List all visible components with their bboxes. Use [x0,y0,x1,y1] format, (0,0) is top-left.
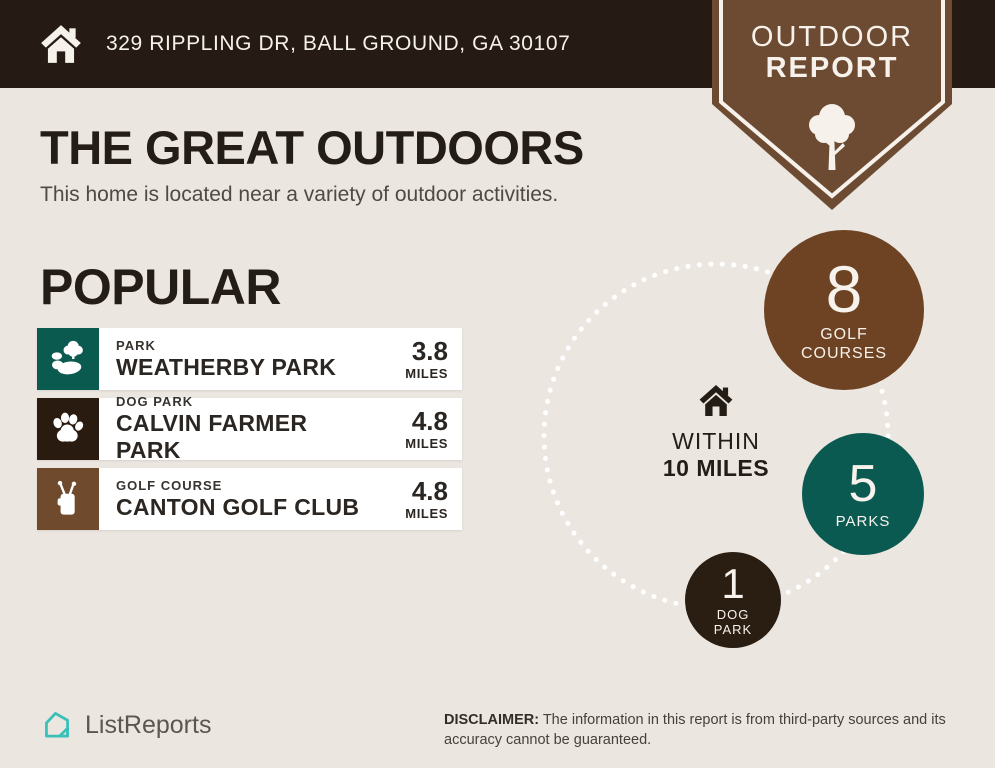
item-category: PARK [116,337,156,353]
list-item: GOLF COURSE CANTON GOLF CLUB 4.8 MILES [37,468,462,530]
stat-label: GOLF COURSES [800,326,888,362]
list-item-text: PARK WEATHERBY PARK [99,328,378,390]
stat-dog-park: 1 DOG PARK [685,552,781,648]
stat-parks: 5 PARKS [802,433,924,555]
popular-heading: POPULAR [40,259,281,315]
stat-golf-courses: 8 GOLF COURSES [764,230,924,390]
brand-name: ListReports [85,710,212,739]
page-subtitle: This home is located near a variety of o… [40,183,559,206]
disclaimer-label: DISCLAIMER: [444,712,540,728]
listreports-logo-icon [45,712,69,738]
distance-value: 4.8 [411,475,448,506]
item-name: CANTON GOLF CLUB [116,493,360,520]
radius-value: 10 MILES [662,455,770,481]
disclaimer-text: The information in this report is from t… [444,712,946,748]
stat-label: PARKS [835,512,891,530]
paw-icon [37,398,99,460]
distance-value: 4.8 [411,405,448,436]
list-item: DOG PARK CALVIN FARMER PARK 4.8 MILES [37,394,462,463]
item-name: CALVIN FARMER PARK [116,410,308,463]
stat-count: 8 [825,252,863,327]
item-category: GOLF COURSE [116,477,223,493]
list-item-text: DOG PARK CALVIN FARMER PARK [99,394,378,463]
distance-unit: MILES [405,365,448,381]
item-category: DOG PARK [116,394,194,409]
distance-unit: MILES [405,505,448,521]
item-distance: 3.8 MILES [378,328,462,390]
stat-label: DOG PARK [713,606,753,637]
item-distance: 4.8 MILES [378,468,462,530]
page-title: THE GREAT OUTDOORS [40,121,584,174]
home-icon [699,384,733,417]
stat-count: 1 [721,559,745,607]
ribbon-title: OUTDOOR REPORT [712,22,952,83]
tree-icon [809,104,855,170]
within-label: WITHIN [672,428,760,454]
park-icon [37,328,99,390]
item-distance: 4.8 MILES [378,398,462,460]
stat-count: 5 [848,454,878,513]
outdoor-report-ribbon: OUTDOOR REPORT [712,0,952,212]
ribbon-line1: OUTDOOR [750,21,914,53]
disclaimer: DISCLAIMER: The information in this repo… [444,710,970,750]
ribbon-line2: REPORT [765,51,899,84]
radius-label: WITHIN 10 MILES [636,383,796,482]
radius-ring [541,261,891,611]
distance-unit: MILES [405,435,448,451]
list-item-text: GOLF COURSE CANTON GOLF CLUB [99,468,378,530]
distance-value: 3.8 [411,335,448,366]
listreports-brand: ListReports [38,706,211,744]
list-item: PARK WEATHERBY PARK 3.8 MILES [37,328,462,390]
popular-list: PARK WEATHERBY PARK 3.8 MILES [37,328,462,538]
home-icon [41,25,81,63]
ribbon-inner-border [719,0,945,199]
golf-bag-icon [37,468,99,530]
item-name: WEATHERBY PARK [116,353,337,380]
property-address: 329 RIPPLING DR, BALL GROUND, GA 30107 [106,32,571,55]
